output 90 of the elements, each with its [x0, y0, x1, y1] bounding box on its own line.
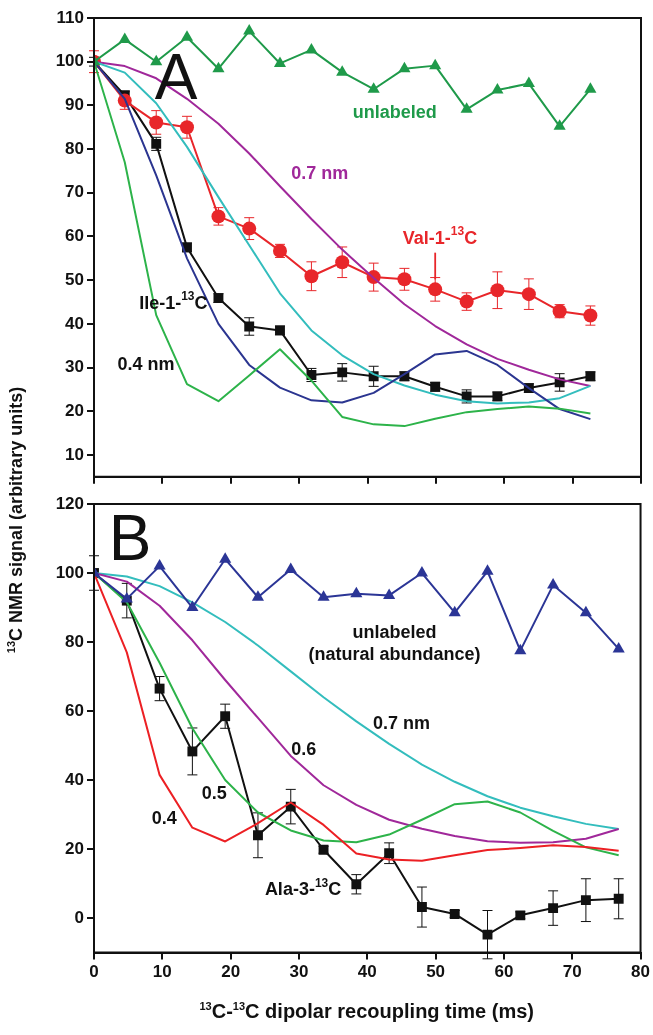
point	[335, 255, 350, 270]
y-tick-label: 60	[65, 226, 84, 246]
point	[305, 42, 318, 54]
y-tick-label: 120	[55, 493, 84, 513]
point	[460, 102, 473, 113]
point	[522, 76, 535, 88]
point	[253, 830, 263, 841]
point	[398, 61, 411, 73]
x-tick-label: 20	[221, 962, 241, 982]
point	[490, 283, 505, 298]
x-tick-label: 30	[289, 962, 309, 982]
point	[584, 82, 597, 93]
point	[284, 562, 297, 574]
point	[547, 578, 560, 589]
point	[242, 221, 257, 236]
point	[482, 929, 493, 940]
point	[553, 119, 566, 130]
y-tick-label: 90	[65, 95, 84, 115]
series-label: 0.7 nm	[372, 713, 430, 734]
point	[336, 65, 349, 76]
y-tick-label: 80	[65, 138, 84, 158]
y-tick-label: 100	[55, 51, 84, 71]
y-tick-label: 100	[55, 562, 84, 582]
x-tick-label: 60	[494, 962, 514, 982]
point	[521, 287, 536, 302]
point	[149, 115, 164, 130]
point	[220, 711, 231, 722]
point	[186, 600, 199, 612]
point	[491, 83, 504, 94]
point	[244, 321, 255, 332]
point	[219, 552, 232, 563]
point	[383, 588, 396, 599]
point	[613, 893, 624, 904]
point	[416, 902, 427, 912]
point	[212, 61, 225, 73]
point	[428, 282, 443, 297]
point	[180, 30, 194, 41]
y-tick-label: 80	[65, 631, 84, 651]
point	[415, 566, 428, 577]
y-tick-label: 110	[56, 7, 84, 27]
point	[243, 24, 256, 35]
x-tick-label: 50	[426, 962, 446, 982]
series-label: 0.6	[291, 739, 317, 760]
x-axis-title: $^{13}$C-$^{13}$C dipolar recoupling time (ms)	[199, 1000, 535, 1023]
point	[548, 903, 559, 914]
x-tick-label: 80	[631, 962, 651, 982]
point	[120, 591, 133, 603]
point	[153, 559, 166, 570]
y-tick-label: 10	[65, 444, 84, 464]
y-tick-label: 30	[65, 357, 84, 377]
y-tick-label: 70	[65, 182, 84, 202]
point	[481, 564, 494, 575]
point	[154, 683, 165, 694]
y-tick-label: 60	[65, 700, 84, 720]
point	[304, 269, 319, 284]
point	[187, 746, 198, 757]
x-tick-label: 70	[562, 962, 582, 982]
point	[384, 848, 395, 859]
series-label: 0.7 nm	[291, 162, 349, 183]
x-tick-label: 0	[89, 962, 99, 982]
annotation: B	[108, 501, 152, 574]
series-label: unlabeled (natural abundance)	[308, 621, 481, 664]
y-tick-label: 40	[65, 313, 84, 333]
y-tick-label: 50	[65, 269, 84, 289]
point	[580, 895, 591, 906]
y-tick-label: 20	[65, 400, 84, 420]
point	[273, 56, 287, 67]
x-tick-label: 10	[152, 962, 172, 982]
y-tick-label: 0	[74, 907, 84, 927]
point	[514, 643, 527, 655]
point	[579, 605, 592, 617]
point	[448, 605, 461, 617]
point	[317, 590, 330, 601]
point	[179, 120, 194, 135]
y-tick-label: 40	[65, 769, 84, 789]
point	[397, 272, 412, 287]
point	[351, 879, 362, 890]
point	[118, 32, 131, 43]
point	[350, 586, 363, 598]
y-tick-label: 20	[65, 838, 84, 858]
x-tick-label: 40	[357, 962, 377, 982]
point	[612, 641, 625, 653]
point	[367, 82, 380, 93]
point	[429, 58, 442, 70]
series-label: unlabeled	[352, 102, 437, 123]
point	[251, 590, 265, 601]
series-label: 0.4	[151, 807, 177, 828]
point	[337, 367, 348, 378]
series-label: 0.4 nm	[117, 354, 175, 375]
series-label: 0.5	[201, 782, 227, 803]
